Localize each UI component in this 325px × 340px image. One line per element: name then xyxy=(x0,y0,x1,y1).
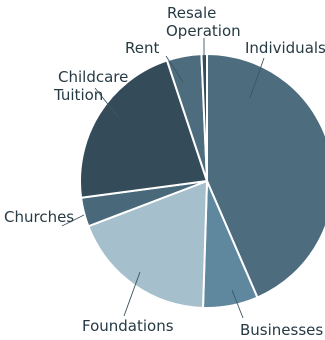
leader-line-childcare-tuition xyxy=(94,87,120,119)
leader-line-rent xyxy=(165,55,184,83)
pie-slice-foundations xyxy=(87,179,209,309)
slice-labels: Individuals Businesses Foundations Churc… xyxy=(4,4,325,339)
slice-label-foundations: Foundations xyxy=(82,317,174,335)
slice-label-childcare-line1: Childcare xyxy=(58,68,128,86)
slice-label-resale-line1: Resale xyxy=(167,4,216,22)
slice-label-childcare-line2: Tuition xyxy=(53,86,103,104)
pie-slice-childcare-tuition xyxy=(79,59,209,199)
pie-slice-individuals xyxy=(206,52,325,299)
leader-line-churches xyxy=(61,214,85,227)
leader-line-individuals xyxy=(249,57,265,99)
pie-slices xyxy=(79,52,325,309)
leader-line-foundations xyxy=(123,271,141,317)
leader-lines xyxy=(61,38,265,319)
slice-label-churches: Churches xyxy=(4,208,74,226)
slice-label-businesses: Businesses xyxy=(240,321,323,339)
slice-label-individuals: Individuals xyxy=(245,39,325,57)
slice-label-resale-line2: Operation xyxy=(166,22,241,40)
slice-label-rent: Rent xyxy=(125,39,159,57)
leader-line-businesses xyxy=(231,289,244,319)
